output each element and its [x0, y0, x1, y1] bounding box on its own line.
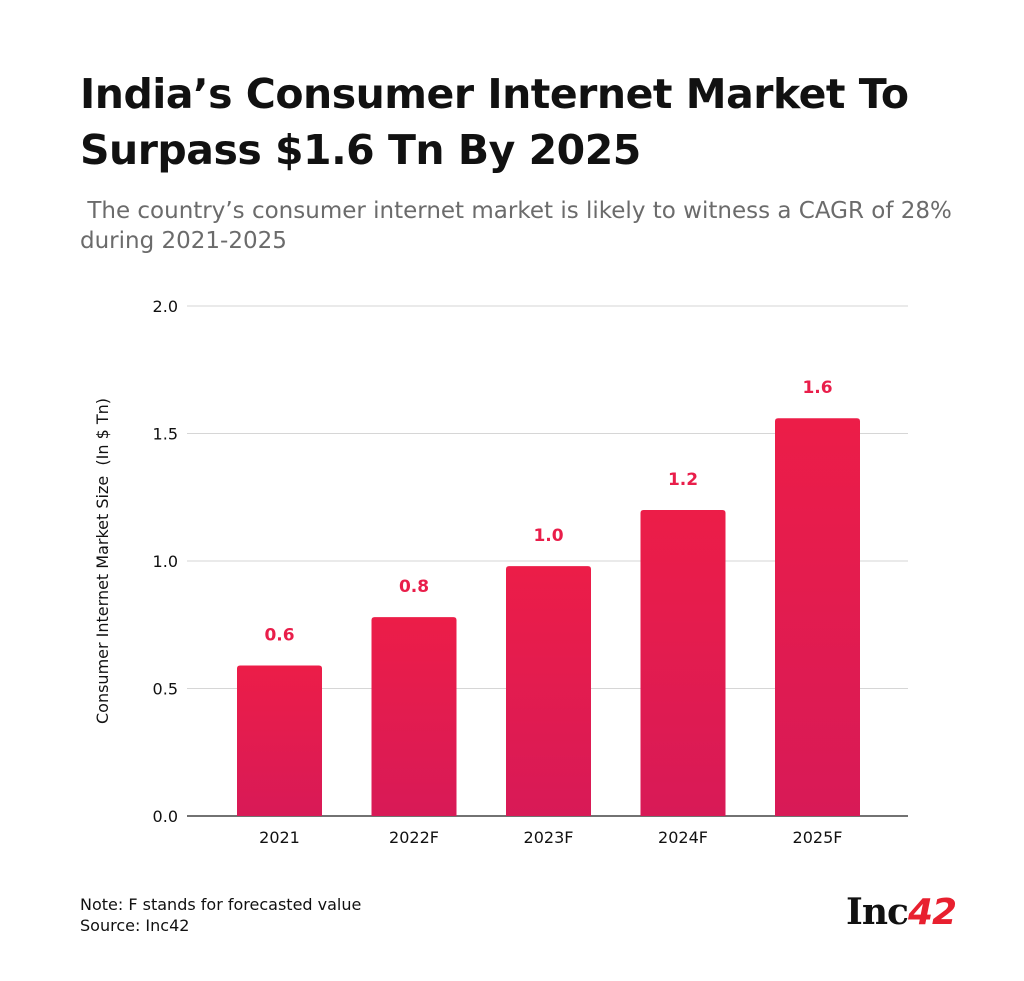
- inc42-logo: Inc42: [846, 891, 957, 933]
- x-tick-label: 2024F: [658, 828, 708, 847]
- y-tick-label: 0.5: [153, 680, 178, 699]
- bar-2025F: [775, 418, 860, 816]
- footer-notes: Note: F stands for forecasted value Sour…: [80, 894, 361, 936]
- chart-subtitle: The country’s consumer internet market i…: [80, 198, 960, 254]
- y-axis-label: Consumer Internet Market Size (In $ Tn): [93, 398, 112, 724]
- bar-2022F: [371, 617, 457, 816]
- y-tick-label: 1.5: [153, 425, 178, 444]
- x-tick-label: 2022F: [389, 828, 439, 847]
- y-tick-label: 2.0: [153, 297, 178, 316]
- data-label: 0.8: [399, 577, 429, 597]
- bar-2021: [237, 665, 322, 816]
- y-tick-label: 0.0: [153, 807, 178, 826]
- bar-2024F: [640, 510, 726, 816]
- bar-2023F: [506, 566, 591, 816]
- data-label: 1.0: [533, 526, 563, 546]
- chart-title: India’s Consumer Internet Market To Surp…: [80, 70, 909, 174]
- data-label: 1.6: [802, 378, 832, 398]
- x-tick-label: 2021: [259, 828, 300, 847]
- y-tick-label: 1.0: [153, 552, 178, 571]
- data-label: 0.6: [264, 626, 294, 646]
- data-label: 1.2: [668, 470, 698, 490]
- source: Source: Inc42: [80, 916, 190, 935]
- x-tick-label: 2025F: [793, 828, 843, 847]
- x-tick-label: 2023F: [524, 828, 574, 847]
- footnote: Note: F stands for forecasted value: [80, 895, 362, 914]
